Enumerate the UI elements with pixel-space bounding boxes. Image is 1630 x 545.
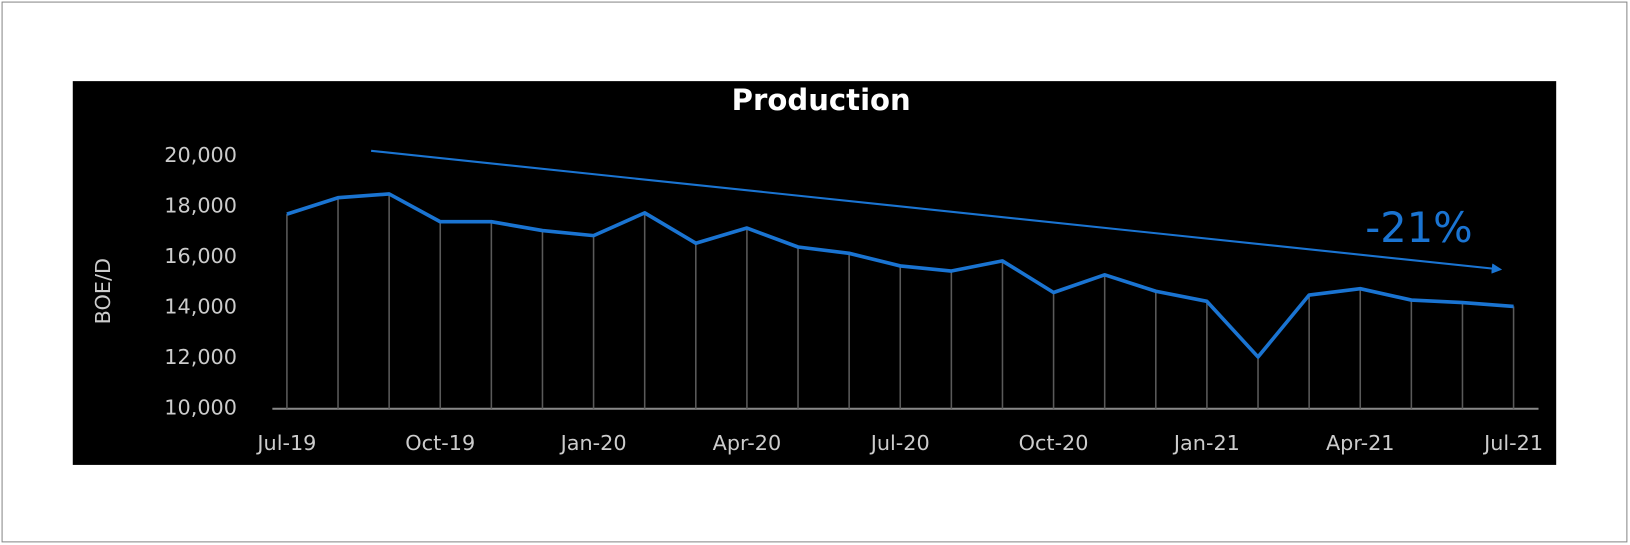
x-tick-label: Apr-20 — [713, 431, 782, 455]
trend-annotation: -21% — [1365, 203, 1472, 252]
x-tick-label: Jul-19 — [255, 431, 316, 455]
chart-title: Production — [732, 83, 911, 117]
x-tick-label: Jul-20 — [869, 431, 930, 455]
y-tick-label: 10,000 — [164, 396, 237, 420]
x-tick-label: Jan-21 — [1172, 431, 1240, 455]
plot: 10,000 12,000 14,000 16,000 18,000 20,000 Jul-… — [164, 143, 1543, 455]
x-tick-label: Apr-21 — [1326, 431, 1395, 455]
chart-panel — [72, 81, 1557, 465]
x-tick-label: Jan-20 — [559, 431, 627, 455]
y-tick-label: 20,000 — [164, 143, 237, 167]
y-tick-label: 18,000 — [164, 194, 237, 218]
y-tick-label: 16,000 — [164, 244, 237, 268]
y-tick-label: 12,000 — [164, 345, 237, 369]
x-tick-label: Oct-20 — [1019, 431, 1089, 455]
trend-arrow — [371, 149, 1503, 274]
y-tick-label: 14,000 — [164, 295, 237, 319]
x-tick-label: Jul-21 — [1482, 431, 1543, 455]
x-tick-label: Oct-19 — [405, 431, 475, 455]
y-axis-label: BOE/D — [91, 258, 115, 324]
series-line — [286, 192, 1514, 359]
